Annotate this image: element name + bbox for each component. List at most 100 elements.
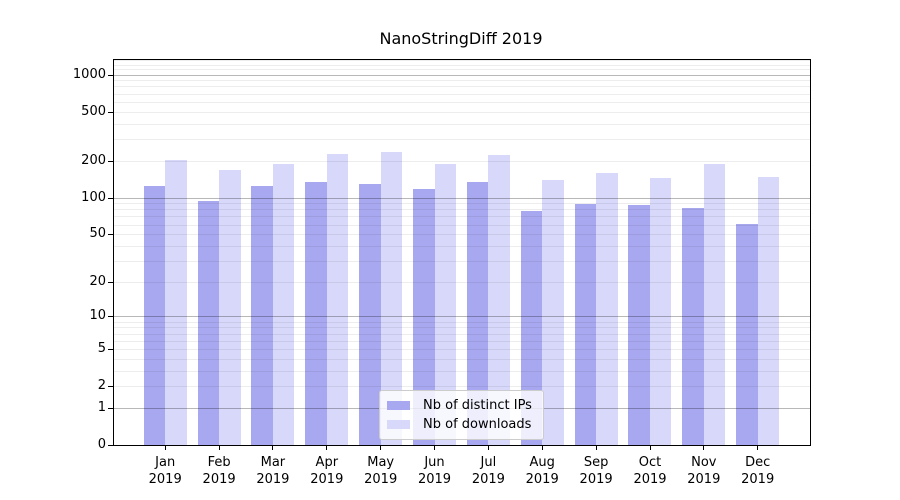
y-gridline-minor (114, 224, 810, 226)
x-tick-label-month: Apr (315, 455, 339, 470)
x-tick-label-year: 2019 (579, 472, 613, 487)
bar-distinct-ips (197, 201, 220, 445)
y-tick-label: 20 (89, 273, 106, 289)
y-gridline-minor (114, 348, 810, 350)
x-tick (703, 445, 705, 450)
y-gridline-minor (114, 203, 810, 205)
y-tick (108, 160, 114, 162)
legend-label-downloads: Nb of downloads (423, 417, 532, 432)
y-tick-label: 50 (89, 226, 106, 242)
y-tick-label: 5 (97, 340, 106, 356)
x-tick-label: Feb 2019 (187, 454, 251, 488)
x-tick-label-year: 2019 (310, 472, 344, 487)
x-tick-label: Apr 2019 (295, 454, 359, 488)
bar-distinct-ips (628, 204, 650, 445)
x-tick-label-year: 2019 (741, 472, 775, 487)
x-tick (434, 445, 435, 450)
y-gridline-minor (114, 64, 810, 66)
y-tick-label: 2 (97, 378, 106, 394)
x-tick-label-year: 2019 (687, 472, 721, 487)
y-gridline-minor (114, 123, 810, 125)
bar-downloads (542, 180, 564, 445)
y-gridline-minor (114, 69, 810, 71)
y-tick-label: 1 (97, 399, 106, 415)
x-tick-label-month: Jan (155, 455, 176, 470)
bar-downloads (434, 164, 457, 445)
y-tick (108, 316, 114, 318)
legend-swatch-downloads (387, 420, 410, 429)
y-gridline-minor (114, 234, 810, 236)
y-tick-label: 1000 (72, 66, 106, 82)
bar-distinct-ips (251, 186, 273, 445)
y-gridline-minor (114, 93, 810, 95)
bar-downloads (326, 153, 349, 445)
x-tick-label-year: 2019 (202, 472, 236, 487)
x-tick (595, 445, 597, 450)
x-tick-label: Aug 2019 (510, 454, 574, 488)
y-gridline-minor (114, 333, 810, 335)
x-tick-label: Dec 2019 (726, 454, 790, 488)
y-gridline-minor (114, 101, 810, 103)
x-tick-label-month: Jul (480, 455, 497, 470)
plot-area: 0 1 2 5 10 20 50 100 200 500 1000 Jan 2019 Feb 2019 Mar… (73, 59, 811, 488)
x-tick-label: Jan 2019 (133, 454, 197, 488)
x-tick-label-year: 2019 (633, 472, 667, 487)
x-tick-label: Sep 2019 (564, 454, 628, 488)
x-tick-label-month: May (367, 455, 395, 470)
x-tick-label: Mar 2019 (241, 454, 305, 488)
y-tick (108, 281, 114, 283)
bar-distinct-ips (736, 223, 758, 445)
y-gridline-minor (114, 86, 810, 88)
y-tick (108, 445, 114, 446)
y-tick (108, 234, 114, 236)
y-tick (108, 74, 114, 76)
bar-distinct-ips (359, 184, 381, 445)
legend-item-distinct-ips: Nb of distinct IPs (387, 398, 532, 413)
legend-item-downloads: Nb of downloads (387, 417, 532, 432)
y-gridline-minor (114, 281, 810, 283)
x-tick-label-year: 2019 (148, 472, 182, 487)
y-gridline-minor (114, 209, 810, 211)
y-tick (108, 197, 114, 199)
y-tick-label: 100 (81, 189, 106, 205)
x-tick-label-month: Oct (638, 455, 662, 470)
y-gridline-minor (114, 245, 810, 247)
y-tick-label: 10 (89, 308, 106, 324)
x-tick-label: Jun 2019 (403, 454, 467, 488)
bar-distinct-ips (143, 185, 166, 445)
x-tick-label-year: 2019 (471, 472, 505, 487)
y-gridline-major (114, 316, 810, 318)
x-tick (272, 445, 274, 450)
x-tick-label-year: 2019 (256, 472, 290, 487)
y-tick-label: 0 (97, 437, 106, 452)
y-tick (108, 348, 114, 350)
bar-distinct-ips (466, 181, 489, 445)
bar-downloads (380, 152, 403, 445)
x-tick-label-month: Nov (691, 455, 717, 470)
x-tick-label-year: 2019 (417, 472, 452, 487)
bar-distinct-ips (413, 189, 435, 445)
axis-layer: 0 1 2 5 10 20 50 100 200 500 1000 Jan 2019 Feb 2019 Mar… (73, 60, 810, 488)
y-gridline-minor (114, 216, 810, 218)
legend: Nb of distinct IPs Nb of downloads (379, 390, 544, 440)
y-gridline-minor (114, 111, 810, 113)
x-tick-label-month: Aug (529, 455, 555, 470)
y-gridline-minor (114, 80, 810, 82)
x-tick-label-month: Dec (745, 455, 771, 470)
y-gridline-minor (114, 160, 810, 162)
y-tick (108, 111, 114, 113)
y-gridline-minor (114, 340, 810, 342)
x-tick (380, 445, 382, 450)
bar-distinct-ips (305, 181, 327, 445)
y-gridline-minor (114, 370, 810, 372)
bar-downloads (272, 164, 295, 445)
y-gridline-minor (114, 138, 810, 140)
bar-downloads (757, 176, 780, 445)
x-tick-label-month: Feb (207, 455, 231, 470)
y-gridline-minor (114, 321, 810, 323)
y-gridline-minor (114, 358, 810, 360)
bar-downloads (219, 170, 241, 445)
y-gridline-minor (114, 386, 810, 388)
y-tick (108, 407, 114, 409)
